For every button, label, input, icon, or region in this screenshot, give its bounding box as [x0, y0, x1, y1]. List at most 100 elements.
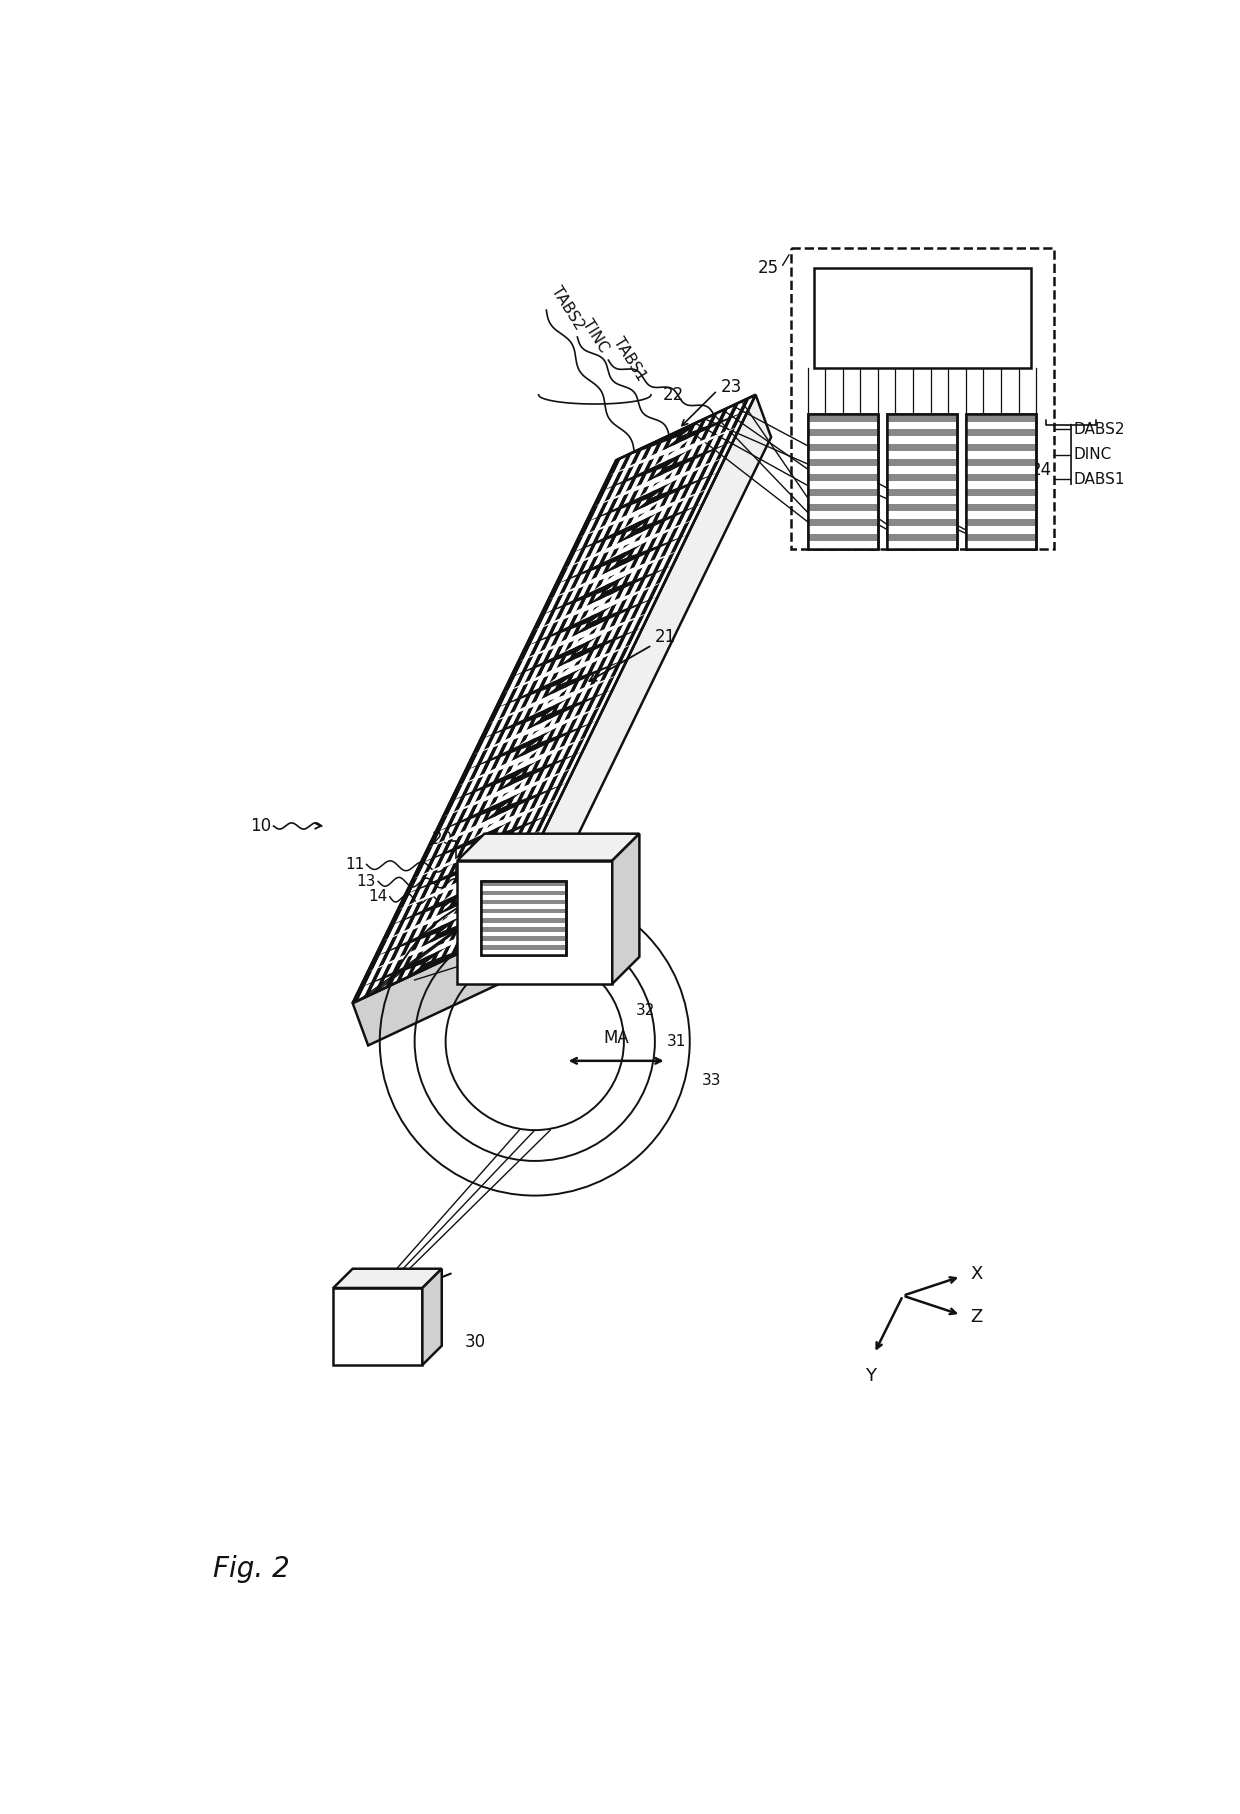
Polygon shape: [352, 938, 507, 1045]
Bar: [966, 414, 1037, 550]
Polygon shape: [503, 642, 635, 693]
Bar: [967, 512, 1035, 519]
Bar: [808, 533, 877, 541]
Polygon shape: [476, 399, 745, 945]
Text: 31: 31: [667, 1034, 686, 1048]
Text: TABS1: TABS1: [611, 334, 649, 383]
Text: 22: 22: [662, 386, 684, 405]
Bar: [967, 490, 1035, 497]
Polygon shape: [563, 519, 696, 570]
Polygon shape: [579, 488, 711, 537]
Polygon shape: [417, 428, 686, 972]
Bar: [481, 894, 565, 900]
Polygon shape: [428, 798, 560, 847]
Polygon shape: [405, 845, 537, 894]
Polygon shape: [601, 441, 733, 492]
Bar: [481, 891, 565, 894]
Polygon shape: [383, 891, 515, 941]
Polygon shape: [570, 502, 703, 553]
Polygon shape: [391, 876, 522, 925]
Polygon shape: [363, 454, 632, 998]
Bar: [808, 504, 877, 512]
Polygon shape: [533, 580, 666, 631]
Polygon shape: [511, 628, 642, 677]
Polygon shape: [407, 432, 675, 978]
Text: DABS1: DABS1: [1074, 472, 1125, 486]
Bar: [887, 414, 957, 550]
Polygon shape: [428, 423, 697, 969]
Bar: [888, 504, 956, 512]
Polygon shape: [474, 706, 605, 755]
Polygon shape: [489, 675, 620, 724]
Text: DINC: DINC: [1074, 448, 1111, 463]
Polygon shape: [541, 566, 673, 615]
Bar: [967, 414, 1035, 421]
Polygon shape: [471, 403, 739, 947]
Polygon shape: [413, 829, 544, 880]
Bar: [481, 923, 565, 927]
Polygon shape: [352, 457, 621, 1003]
Polygon shape: [435, 782, 568, 833]
Bar: [967, 481, 1035, 490]
Bar: [808, 428, 877, 437]
Bar: [808, 437, 877, 444]
Text: 24: 24: [1030, 461, 1052, 479]
Bar: [888, 444, 956, 452]
Bar: [967, 519, 1035, 526]
Bar: [808, 459, 877, 466]
Polygon shape: [613, 834, 640, 983]
Text: MA: MA: [603, 1029, 629, 1047]
Bar: [967, 428, 1035, 437]
Polygon shape: [481, 689, 613, 740]
Bar: [813, 268, 1030, 368]
Polygon shape: [443, 767, 575, 816]
Bar: [966, 414, 1037, 550]
Text: TABS2: TABS2: [549, 285, 587, 334]
Polygon shape: [398, 860, 529, 911]
Polygon shape: [594, 457, 725, 506]
Polygon shape: [396, 437, 665, 983]
Polygon shape: [458, 736, 590, 785]
Polygon shape: [374, 448, 644, 992]
Polygon shape: [556, 535, 688, 584]
Bar: [808, 519, 877, 526]
Bar: [967, 473, 1035, 481]
Polygon shape: [368, 922, 500, 972]
Polygon shape: [423, 424, 691, 970]
Bar: [888, 519, 956, 526]
Bar: [807, 414, 878, 550]
Text: 23: 23: [722, 377, 743, 395]
Bar: [808, 444, 877, 452]
Bar: [967, 533, 1035, 541]
Bar: [967, 466, 1035, 473]
Bar: [888, 452, 956, 459]
Bar: [967, 526, 1035, 533]
Bar: [481, 882, 565, 954]
Bar: [808, 497, 877, 504]
Bar: [887, 414, 957, 550]
Polygon shape: [449, 412, 718, 958]
Text: 13: 13: [357, 874, 376, 889]
Polygon shape: [455, 410, 723, 956]
Bar: [481, 885, 565, 891]
Polygon shape: [481, 397, 750, 943]
Bar: [888, 466, 956, 473]
Bar: [967, 444, 1035, 452]
Polygon shape: [458, 834, 640, 860]
Bar: [808, 481, 877, 490]
Polygon shape: [433, 421, 702, 965]
Polygon shape: [401, 435, 670, 980]
Text: 30: 30: [465, 1333, 486, 1351]
Polygon shape: [616, 410, 748, 461]
Polygon shape: [460, 408, 729, 952]
Bar: [481, 945, 565, 951]
Bar: [808, 512, 877, 519]
Bar: [334, 1288, 423, 1364]
Bar: [808, 466, 877, 473]
Bar: [481, 936, 565, 941]
Bar: [481, 905, 565, 909]
Bar: [967, 459, 1035, 466]
Polygon shape: [496, 658, 627, 709]
Bar: [888, 481, 956, 490]
Text: X: X: [971, 1264, 982, 1282]
